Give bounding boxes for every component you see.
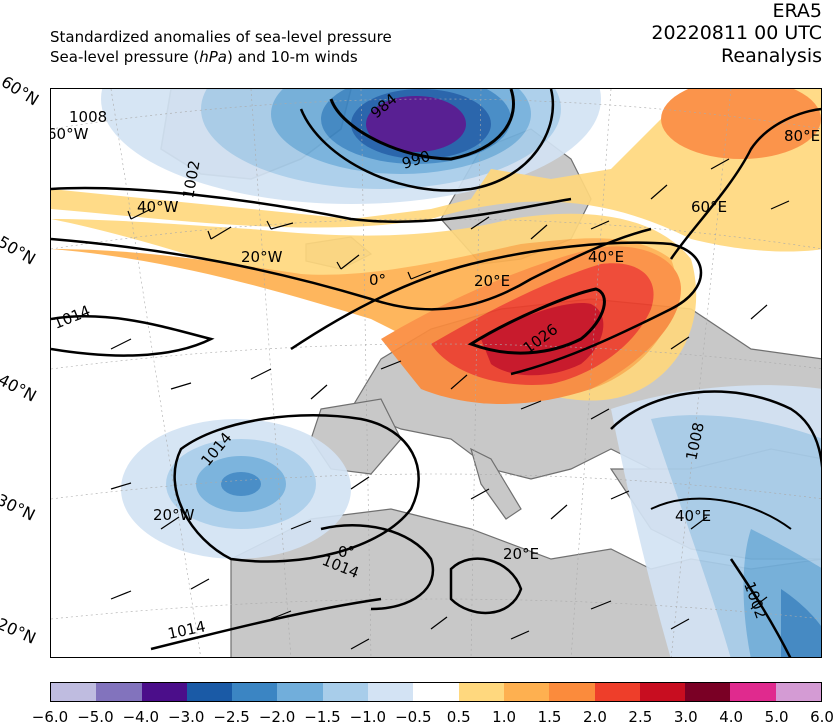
lat-label-40n: 40°N — [0, 370, 40, 406]
colorbar-swatch — [96, 683, 142, 701]
colorbar-tick-label: 0.5 — [446, 708, 471, 726]
colorbar-swatch — [322, 683, 369, 701]
colorbar-tick-label: −5.0 — [77, 708, 114, 726]
lon-label-20w-south: 20°W — [153, 506, 195, 524]
map-title: Standardized anomalies of sea-level pres… — [50, 28, 392, 46]
subtitle-suffix: ) and 10-m winds — [226, 48, 358, 66]
colorbar-swatch — [594, 683, 640, 701]
subtitle-unit: hPa — [199, 48, 227, 66]
colorbar-ticks: −6.0 −5.0 −4.0 −3.0 −2.5 −2.0 −1.5 −1.0 −0.5 0.5 1… — [32, 708, 834, 726]
graticule — [51, 89, 821, 657]
colorbar-tick-label: −4.0 — [122, 708, 160, 726]
colorbar-swatch — [413, 683, 459, 701]
colorbar-swatch — [775, 683, 822, 701]
wind-barbs — [110, 158, 790, 650]
colorbar-swatch — [51, 683, 97, 701]
valid-datetime: 20220811 00 UTC — [651, 22, 822, 44]
map-subtitle: Sea-level pressure (hPa) and 10-m winds — [50, 48, 358, 66]
colorbar-swatch — [503, 683, 550, 701]
colorbar-swatch — [458, 683, 504, 701]
subtitle-prefix: Sea-level pressure ( — [50, 48, 200, 66]
lon-label-40w: 40°W — [137, 198, 179, 216]
colorbar — [50, 682, 822, 702]
colorbar-swatch — [141, 683, 187, 701]
isobar-label-1008-nw: 1008 — [69, 108, 107, 126]
colorbar-tick-label: −3.0 — [168, 708, 205, 726]
isobars — [51, 89, 821, 657]
colorbar-tick-label: −6.0 — [31, 708, 69, 726]
colorbar-swatch — [186, 683, 233, 701]
model-name: ERA5 — [772, 0, 822, 22]
lon-label-60e: 60°E — [691, 198, 727, 216]
product-type: Reanalysis — [721, 45, 822, 67]
colorbar-swatch — [549, 683, 595, 701]
lat-label-20n: 20°N — [0, 614, 39, 648]
lat-label-60n: 60°N — [0, 72, 43, 110]
colorbar-swatch — [685, 683, 731, 701]
colorbar-tick-label: 5.0 — [764, 708, 789, 726]
lon-label-60w: 60°W — [51, 125, 89, 143]
colorbar-tick-label: −2.5 — [213, 708, 250, 726]
map-panel[interactable]: 60°W 40°W 20°W 0° 20°E 40°E 60°E 80°E 20… — [50, 88, 822, 658]
colorbar-tick-label: 2.0 — [583, 708, 607, 726]
colorbar-tick-label: −1.5 — [304, 708, 341, 726]
colorbar-tick-label: 1.5 — [537, 708, 562, 726]
colorbar-tick-label: 2.5 — [628, 708, 653, 726]
colorbar-tick-label: 6.0 — [810, 708, 834, 726]
colorbar-swatch — [639, 683, 686, 701]
map-canvas: 60°W 40°W 20°W 0° 20°E 40°E 60°E 80°E 20… — [51, 89, 821, 657]
colorbar-swatch — [730, 683, 776, 701]
lon-label-80e: 80°E — [784, 127, 820, 145]
lon-label-20e-south: 20°E — [503, 545, 539, 563]
lon-label-20e: 20°E — [474, 272, 510, 290]
colorbar-tick-label: −0.5 — [395, 708, 432, 726]
lat-label-30n: 30°N — [0, 490, 39, 525]
colorbar-swatch — [368, 683, 414, 701]
colorbar-tick-label: 3.0 — [673, 708, 698, 726]
colorbar-tick-label: 1.0 — [492, 708, 517, 726]
lon-label-40e: 40°E — [588, 248, 624, 266]
lon-label-0: 0° — [369, 271, 386, 289]
lon-label-0-south: 0° — [338, 543, 355, 561]
lon-label-20w: 20°W — [241, 248, 283, 266]
lon-label-40e-south: 40°E — [675, 507, 711, 525]
grid-labels: 60°W 40°W 20°W 0° 20°E 40°E 60°E 80°E 20… — [51, 125, 820, 563]
colorbar-tick-label: 4.0 — [719, 708, 744, 726]
colorbar-swatch — [232, 683, 278, 701]
lat-label-50n: 50°N — [0, 232, 39, 269]
colorbar-tick-label: −1.0 — [349, 708, 387, 726]
colorbar-swatch — [277, 683, 323, 701]
colorbar-tick-label: −2.0 — [258, 708, 296, 726]
